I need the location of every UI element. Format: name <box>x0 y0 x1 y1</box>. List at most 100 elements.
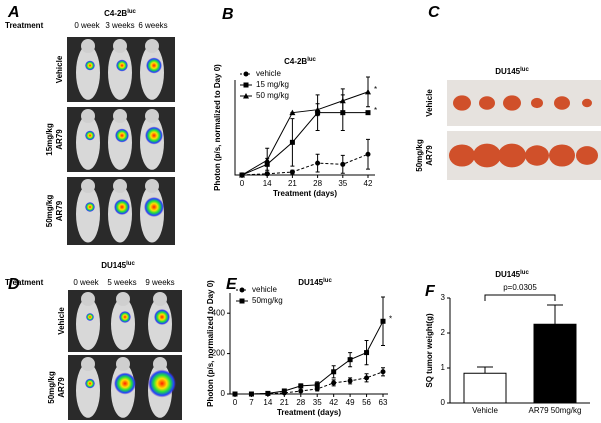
annotation: * <box>374 106 377 115</box>
column-label: 3 weeks <box>105 21 134 30</box>
title-text: DU145 <box>495 270 520 279</box>
y-axis-label: Photon (p/s, normalized to Day 0) <box>206 280 215 407</box>
signal <box>85 202 95 212</box>
x-tick-label: AR79 50mg/kg <box>529 406 582 415</box>
title-text: C4-2B <box>284 57 307 66</box>
signal <box>86 313 94 321</box>
mouse <box>76 185 100 243</box>
x-tick-label: 14 <box>263 179 272 188</box>
legend-label: vehicle <box>256 69 281 78</box>
series-line <box>235 321 384 395</box>
annotation: * <box>374 85 377 94</box>
mouse-head <box>81 109 95 123</box>
series-line <box>241 112 368 176</box>
mouse-head <box>145 109 159 123</box>
title-sup: luc <box>307 57 316 63</box>
significance-bracket <box>484 294 556 301</box>
mouse-head <box>113 39 127 53</box>
column-label: 0 week <box>74 21 100 30</box>
x-tick-label: 35 <box>313 398 322 407</box>
signal <box>85 378 95 389</box>
y-tick-label: 0 <box>221 389 226 398</box>
point <box>364 350 370 356</box>
y-tick-label: 0 <box>441 398 446 407</box>
treatment-label: Treatment <box>5 278 44 287</box>
y-tick-label: 1 <box>441 363 446 372</box>
mouse <box>76 115 100 170</box>
title-sup: luc <box>520 270 529 276</box>
mouse <box>76 297 100 351</box>
tumor <box>531 97 543 109</box>
tumor <box>473 143 501 168</box>
point <box>239 298 245 304</box>
signal <box>154 309 170 325</box>
axes <box>234 80 375 176</box>
panel-title: DU145luc <box>298 278 332 288</box>
legend-label: vehicle <box>252 285 277 294</box>
point <box>365 88 371 95</box>
y-tick-label: 200 <box>212 349 226 358</box>
tumor <box>479 96 495 110</box>
x-tick-label: 42 <box>364 179 373 188</box>
x-tick-label: 42 <box>329 398 338 407</box>
title-text: DU145 <box>101 261 126 270</box>
bar <box>533 323 577 404</box>
mouse <box>108 45 132 100</box>
title-sup: luc <box>127 9 136 15</box>
series-line <box>235 371 384 395</box>
mouse <box>76 45 100 100</box>
row-label: AR79 <box>55 200 64 221</box>
row-label: AR79 <box>425 145 434 166</box>
signal <box>119 311 131 323</box>
signal <box>116 59 128 72</box>
point <box>239 172 245 178</box>
y-axis-label: Photon (p/s, normalized to Day 0) <box>213 64 222 191</box>
panel-title: C4-2Bluc <box>104 9 136 19</box>
title-sup: luc <box>126 261 135 267</box>
point <box>340 161 346 167</box>
mouse-head <box>145 179 159 193</box>
row-label: 50mg/kg <box>45 195 54 228</box>
signal <box>115 128 129 143</box>
mouse-head <box>145 39 159 53</box>
y-tick-label: 400 <box>212 308 226 317</box>
mouse-head <box>153 357 167 371</box>
signal <box>146 57 162 74</box>
row-label: Vehicle <box>57 307 66 335</box>
point <box>314 106 321 113</box>
legend-label: 15 mg/kg <box>256 80 289 89</box>
point <box>248 391 254 397</box>
point <box>265 390 271 396</box>
title-text: DU145 <box>298 278 323 287</box>
mouse-head <box>116 357 130 371</box>
x-tick-label: 28 <box>313 179 322 188</box>
panel-label: F <box>425 283 436 300</box>
column-label: 6 weeks <box>138 21 167 30</box>
point <box>232 391 238 397</box>
x-tick-label: 0 <box>240 179 245 188</box>
point <box>281 388 287 394</box>
point <box>331 369 337 375</box>
x-tick-label: 14 <box>263 398 272 407</box>
column-label: 0 week <box>73 278 99 287</box>
p-value: p=0.0305 <box>503 283 537 292</box>
signal <box>148 369 176 398</box>
tumor <box>576 146 598 165</box>
panel-title: DU145luc <box>101 261 135 271</box>
point <box>365 110 371 116</box>
row-label: Vehicle <box>425 89 434 117</box>
point <box>347 357 353 363</box>
error-bar <box>547 304 563 325</box>
mouse-head <box>81 357 95 371</box>
row-label: 15mg/kg <box>45 123 54 156</box>
signal <box>144 197 164 217</box>
point <box>243 82 249 88</box>
title-sup: luc <box>323 278 332 284</box>
point <box>314 382 320 388</box>
point <box>380 369 386 375</box>
panel-label: B <box>222 6 234 23</box>
tumor <box>549 144 575 167</box>
mouse-head <box>81 179 95 193</box>
row-label: 50mg/kg <box>47 371 56 404</box>
signal <box>114 372 136 395</box>
